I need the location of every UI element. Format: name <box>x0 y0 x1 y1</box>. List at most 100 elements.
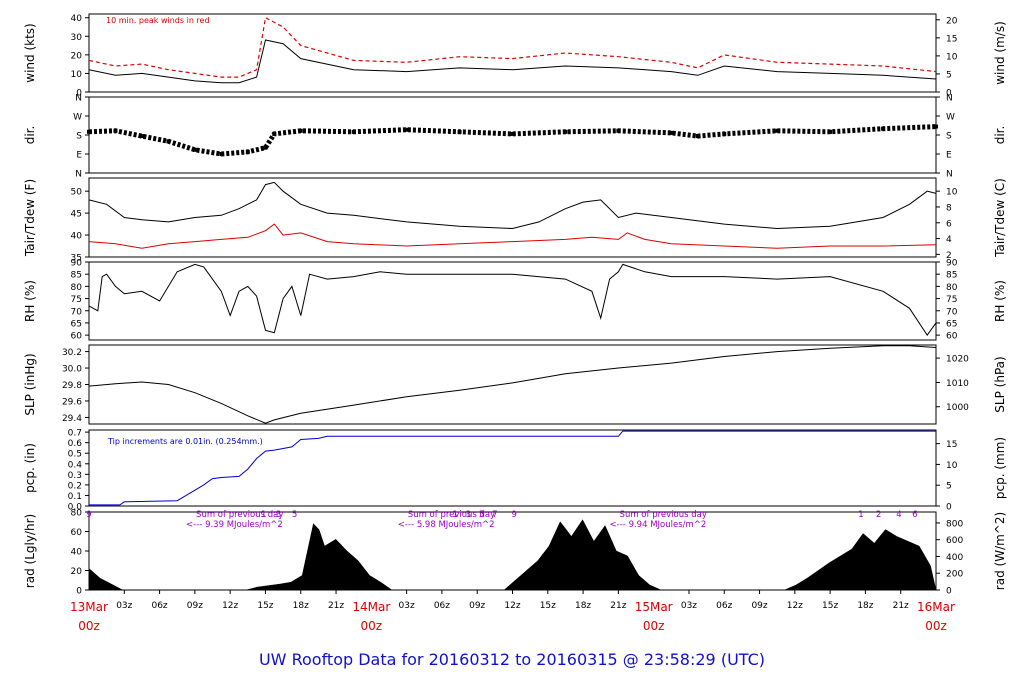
rad-right-tick-label: 600 <box>946 536 963 546</box>
rad-right-tick-label: 0 <box>946 587 952 597</box>
rh-left-tick-label: 70 <box>71 307 83 317</box>
x-tick-label: 15z <box>540 601 556 611</box>
series-dir-point <box>934 124 938 129</box>
pcp-ylabel-left: pcp. (in) <box>23 443 37 493</box>
rh-ylabel-left: RH (%) <box>23 280 37 322</box>
date-label-hour: 00z <box>925 619 947 633</box>
temp-ylabel-left: Tair/Tdew (F) <box>23 179 37 257</box>
date-label: 13Mar <box>70 600 108 614</box>
temp-ylabel-right: Tair/Tdew (C) <box>993 178 1007 258</box>
series-dir-point <box>87 129 91 134</box>
wind-left-tick-label: 0 <box>76 89 82 99</box>
rh-ylabel-right: RH (%) <box>993 280 1007 322</box>
rad-hour-marker: 6 <box>912 510 917 520</box>
temp-left-tick-label: 50 <box>71 188 83 198</box>
slp-ylabel-right: SLP (hPa) <box>993 356 1007 412</box>
rad-left-tick-label: 60 <box>71 528 83 538</box>
series-SLP-line <box>88 345 937 424</box>
rh-right-tick-label: 70 <box>946 307 958 317</box>
rh-plot-frame <box>88 261 937 341</box>
pcp-left-tick-label: 0.5 <box>68 450 82 460</box>
rad-hour-marker: 9 <box>512 510 517 520</box>
rad-hour-marker: 9 <box>86 510 91 520</box>
rh-right-tick-label: 75 <box>946 295 957 305</box>
dir-ylabel-left: dir. <box>23 126 37 145</box>
x-tick-label: 21z <box>893 601 909 611</box>
rad-right-tick-label: 200 <box>946 570 963 580</box>
rad-hour-marker: 5 <box>292 510 297 520</box>
wind-left-tick-label: 10 <box>71 70 83 80</box>
rh-left-tick-label: 60 <box>71 332 83 342</box>
x-tick-label: 21z <box>328 601 344 611</box>
pcp-right-tick-label: 15 <box>946 440 957 450</box>
series-Tair-line <box>88 181 937 230</box>
rad-right-tick-label: 800 <box>946 519 963 529</box>
rad-day-label: <--- 5.98 MJoules/m^2 <box>398 520 495 530</box>
series-dir-point <box>404 127 409 132</box>
dir-ylabel-right: dir. <box>993 126 1007 145</box>
rad-hour-marker: 1 <box>858 510 863 520</box>
rh-left-tick-label: 85 <box>71 271 82 281</box>
wind-left-tick-label: 30 <box>71 33 83 43</box>
dir-left-tick-label: N <box>75 94 82 104</box>
rh-left-tick-label: 90 <box>71 259 83 269</box>
temp-right-tick-label: 2 <box>946 251 952 261</box>
x-tick-label: 09z <box>187 601 203 611</box>
temp-left-tick-label: 40 <box>71 232 83 242</box>
wind-left-tick-label: 20 <box>71 51 83 61</box>
x-tick-label: 12z <box>504 601 520 611</box>
rad-hour-marker: 1 <box>452 510 457 520</box>
rad-left-tick-label: 40 <box>71 548 83 558</box>
wind-right-tick-label: 15 <box>946 34 957 44</box>
series-dir-point <box>510 131 515 136</box>
rad-left-tick-label: 80 <box>71 509 83 519</box>
dir-right-tick-label: W <box>946 113 955 123</box>
x-tick-label: 18z <box>293 601 309 611</box>
rh-right-tick-label: 90 <box>946 259 958 269</box>
series-dir-point <box>263 145 268 150</box>
series-RH-line <box>88 263 937 336</box>
wind-right-tick-label: 5 <box>946 70 952 80</box>
pcp-left-tick-label: 0.6 <box>68 439 83 449</box>
x-tick-label: 12z <box>787 601 803 611</box>
rh-right-tick-label: 80 <box>946 283 958 293</box>
x-tick-label: 03z <box>116 601 132 611</box>
series-dir-band <box>88 124 937 157</box>
x-tick-label: 06z <box>151 601 167 611</box>
wind-ylabel-left: wind (kts) <box>23 23 37 82</box>
series-dir-point <box>775 128 780 133</box>
x-tick-label: 09z <box>751 601 767 611</box>
pcp-left-tick-label: 0.4 <box>68 460 83 470</box>
slp-right-tick-label: 1010 <box>946 379 969 389</box>
series-10-min-peak-winds-line <box>88 16 937 78</box>
pcp-left-tick-label: 0.7 <box>68 429 82 439</box>
x-tick-label: 15z <box>257 601 273 611</box>
rh-right-tick-label: 60 <box>946 332 958 342</box>
wind-plot-frame <box>88 13 937 93</box>
temp-right-tick-label: 8 <box>946 203 952 213</box>
rad-day-label: Sum of previous day <box>620 510 707 520</box>
slp-plot-frame <box>88 344 937 425</box>
wind-right-tick-label: 10 <box>946 52 958 62</box>
x-tick-label: 18z <box>857 601 873 611</box>
wind-left-tick-label: 40 <box>71 14 83 24</box>
series-rad-area <box>88 519 937 591</box>
rad-day-label: <--- 9.94 MJoules/m^2 <box>610 520 707 530</box>
x-tick-label: 06z <box>434 601 450 611</box>
dir-left-tick-label: W <box>73 113 82 123</box>
dir-right-tick-label: N <box>946 170 953 180</box>
wind-ylabel-right: wind (m/s) <box>993 21 1007 85</box>
date-label: 16Mar <box>917 600 955 614</box>
series-Tdew-line <box>88 223 937 249</box>
pcp-ylabel-right: pcp. (mm) <box>993 437 1007 499</box>
x-tick-label: 03z <box>399 601 415 611</box>
temp-right-tick-label: 4 <box>946 235 952 245</box>
x-tick-label: 06z <box>716 601 732 611</box>
slp-right-tick-label: 1020 <box>946 355 969 365</box>
pcp-left-tick-label: 0.2 <box>68 481 82 491</box>
dir-left-tick-label: E <box>76 151 82 161</box>
slp-left-tick-label: 29.6 <box>62 397 82 407</box>
rad-day-label: Sum of previous day <box>408 510 495 520</box>
slp-left-tick-label: 29.4 <box>62 414 82 424</box>
